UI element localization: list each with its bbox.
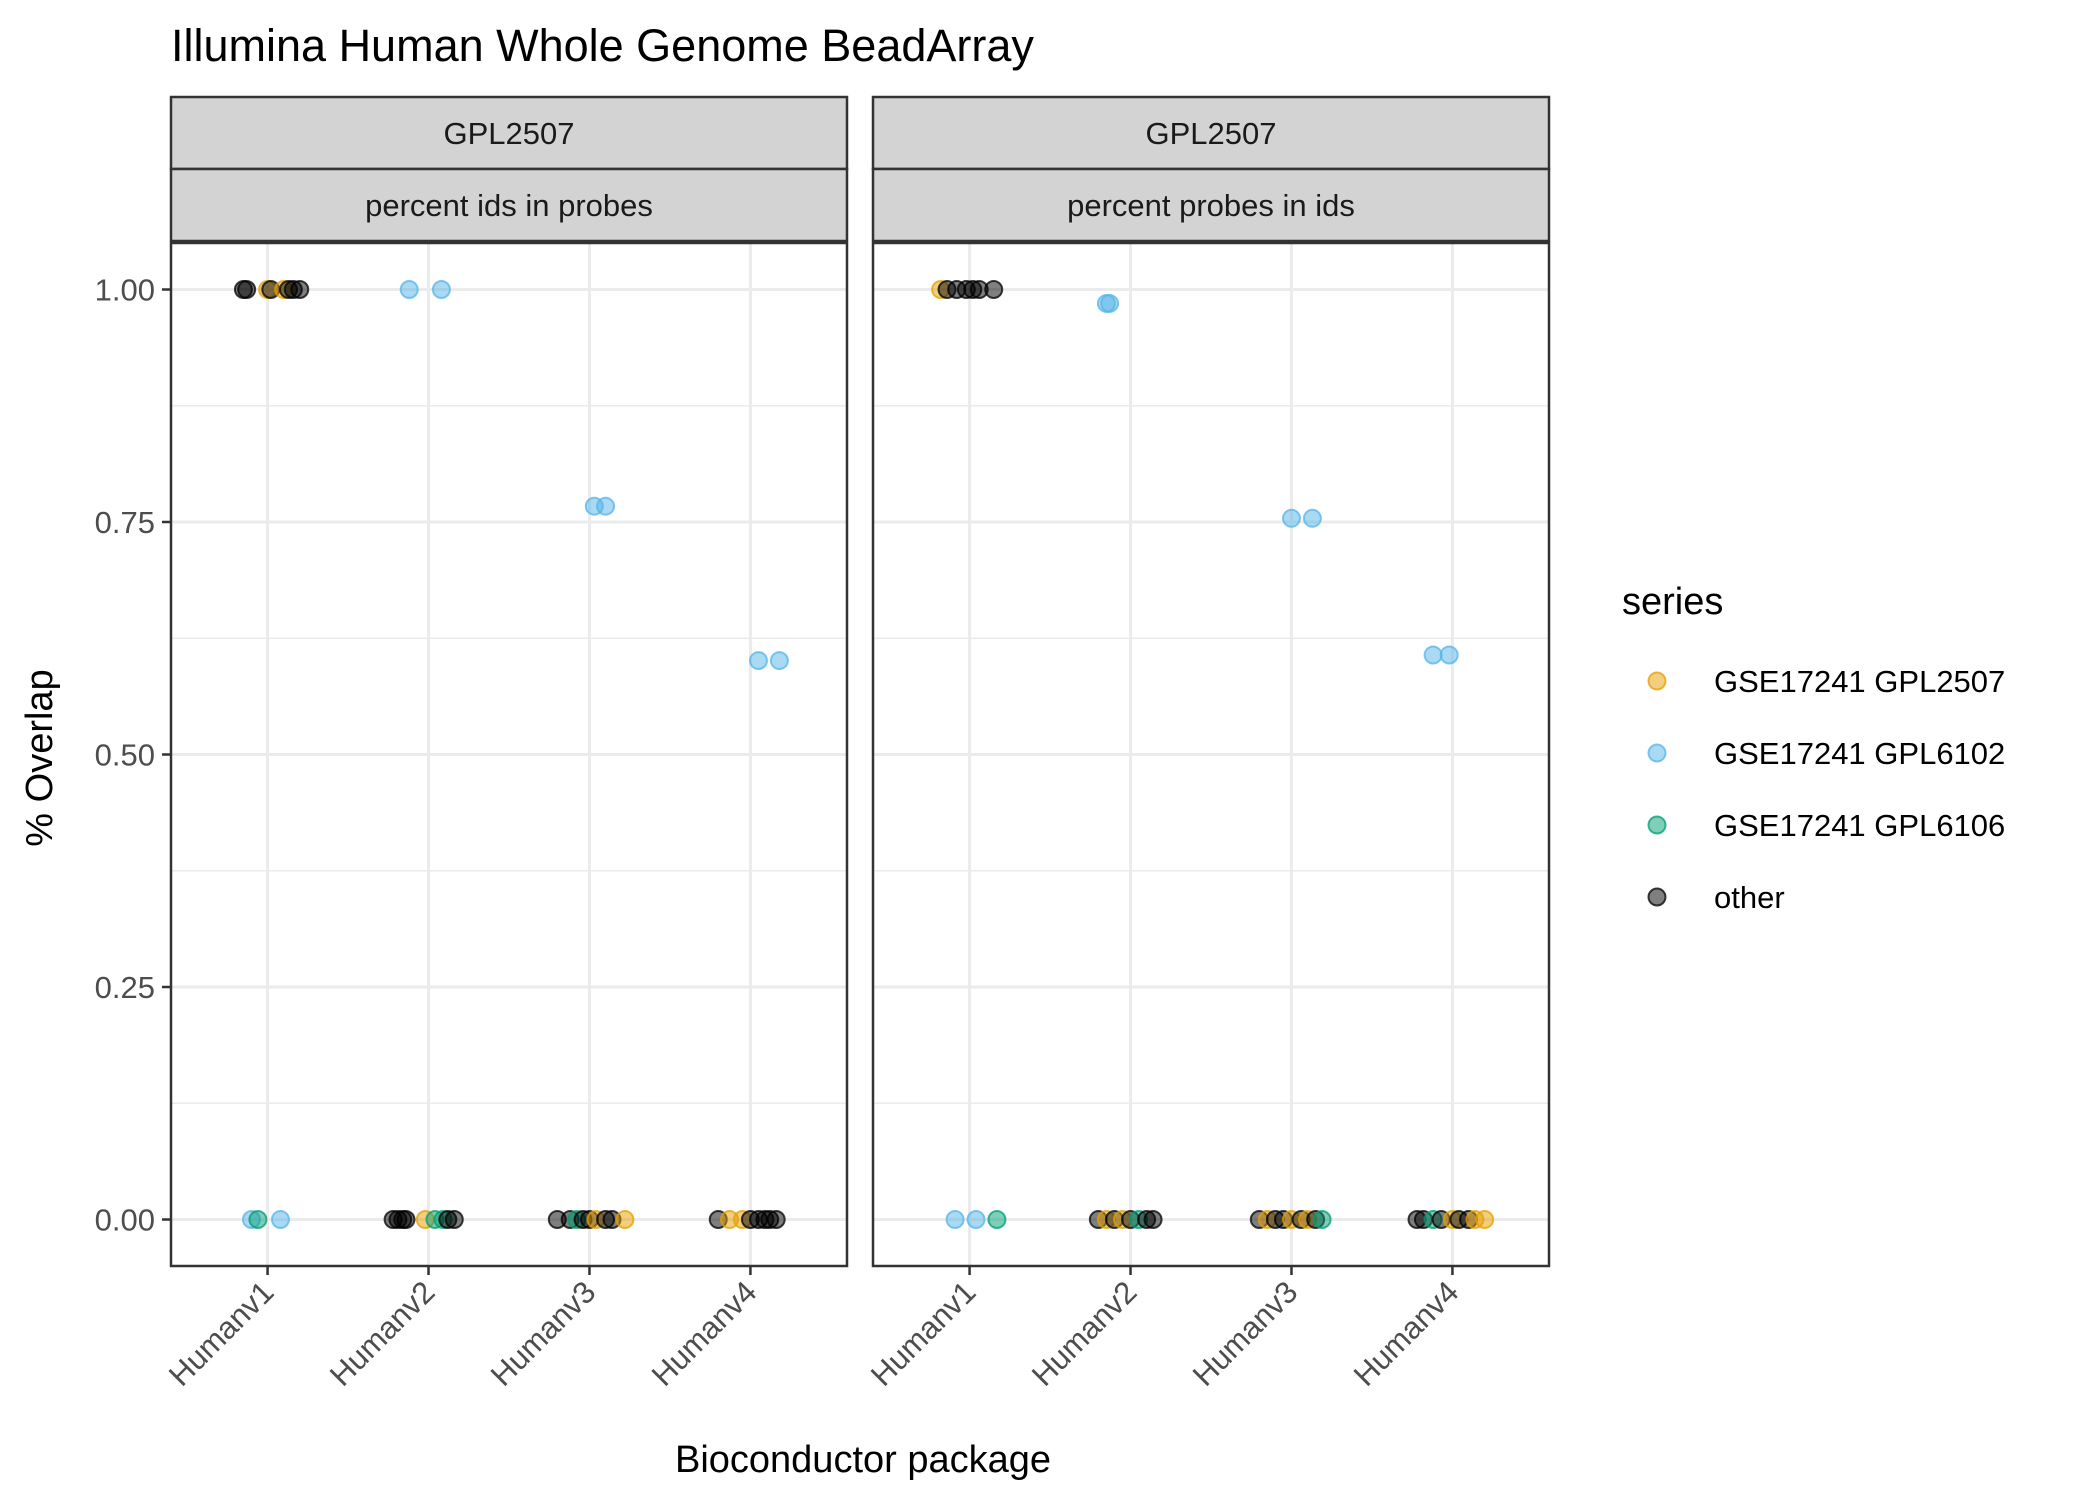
data-point (766, 1210, 786, 1229)
legend-label: GSE17241 GPL6106 (1714, 808, 2005, 843)
x-tick-label: Humanv1 (864, 1274, 983, 1393)
legend-key (1647, 815, 1667, 835)
data-point (1143, 1210, 1163, 1229)
panel-border (871, 241, 1551, 1268)
data-point (444, 1210, 464, 1229)
data-point (1423, 645, 1443, 665)
facet-strip-top-label: GPL2507 (444, 116, 575, 151)
facet-panel-1: GPL2507 percent ids in probes Humanv1 Human… (162, 95, 849, 1393)
data-point (945, 1210, 965, 1229)
y-tick-label: 0.50 (95, 738, 155, 773)
data-point (987, 1210, 1007, 1229)
x-axis-label: Bioconductor package (675, 1439, 1051, 1481)
data-point (396, 1210, 416, 1229)
x-tick-label: Humanv3 (484, 1274, 603, 1393)
y-tick-label: 1.00 (95, 273, 155, 308)
data-point (769, 651, 789, 671)
data-point (966, 1210, 986, 1229)
data-point (1439, 645, 1459, 665)
data-point (615, 1210, 635, 1229)
data-point (270, 1210, 290, 1229)
x-tick-label: Humanv4 (645, 1274, 764, 1393)
legend-label: GSE17241 GPL2507 (1714, 664, 2005, 699)
legend-title: series (1622, 581, 1723, 623)
data-point (248, 1210, 268, 1229)
facet-strip-top (169, 95, 849, 171)
data-point (399, 280, 419, 299)
legend-label: GSE17241 GPL6102 (1714, 736, 2005, 771)
facet-strip-bottom (871, 167, 1551, 243)
x-tick-label: Humanv1 (162, 1274, 281, 1393)
data-point (1302, 508, 1322, 528)
data-point (237, 280, 257, 299)
x-tick-label: Humanv3 (1186, 1274, 1305, 1393)
data-point (1312, 1210, 1332, 1229)
facet-panel-2: GPL2507 percent probes in ids Humanv1 Human… (864, 95, 1551, 1393)
legend-key (1647, 671, 1667, 691)
y-tick-label: 0.25 (95, 970, 155, 1005)
facet-strip-bottom-label: percent probes in ids (1067, 188, 1355, 223)
legend-key (1647, 887, 1667, 907)
y-axis: 0.00 0.25 0.50 0.75 1.00 (95, 273, 171, 1238)
data-point (290, 280, 310, 299)
data-point (748, 651, 768, 671)
data-point (1475, 1210, 1495, 1229)
y-axis-label: % Overlap (19, 669, 61, 846)
x-tick-label: Humanv2 (323, 1274, 442, 1393)
y-tick-label: 0.00 (95, 1203, 155, 1238)
data-point (984, 280, 1004, 299)
data-point (1100, 293, 1120, 313)
facet-strip-bottom (169, 167, 849, 243)
data-point (431, 280, 451, 299)
data-point (596, 496, 616, 516)
legend-key (1647, 743, 1667, 763)
facet-strip-top-label: GPL2507 (1146, 116, 1277, 151)
legend-label: other (1714, 880, 1785, 915)
legend: series GSE17241 GPL2507 GSE17241 GPL6102 G… (1622, 581, 2005, 915)
y-tick-label: 0.75 (95, 505, 155, 540)
chart-title: Illumina Human Whole Genome BeadArray (171, 20, 1034, 71)
x-tick-label: Humanv2 (1025, 1274, 1144, 1393)
facet-panels: GPL2507 percent ids in probes Humanv1 Human… (162, 95, 1551, 1393)
facet-strip-top (871, 95, 1551, 171)
facet-strip-bottom-label: percent ids in probes (365, 188, 653, 223)
data-point (1281, 508, 1301, 528)
x-tick-label: Humanv4 (1347, 1274, 1466, 1393)
